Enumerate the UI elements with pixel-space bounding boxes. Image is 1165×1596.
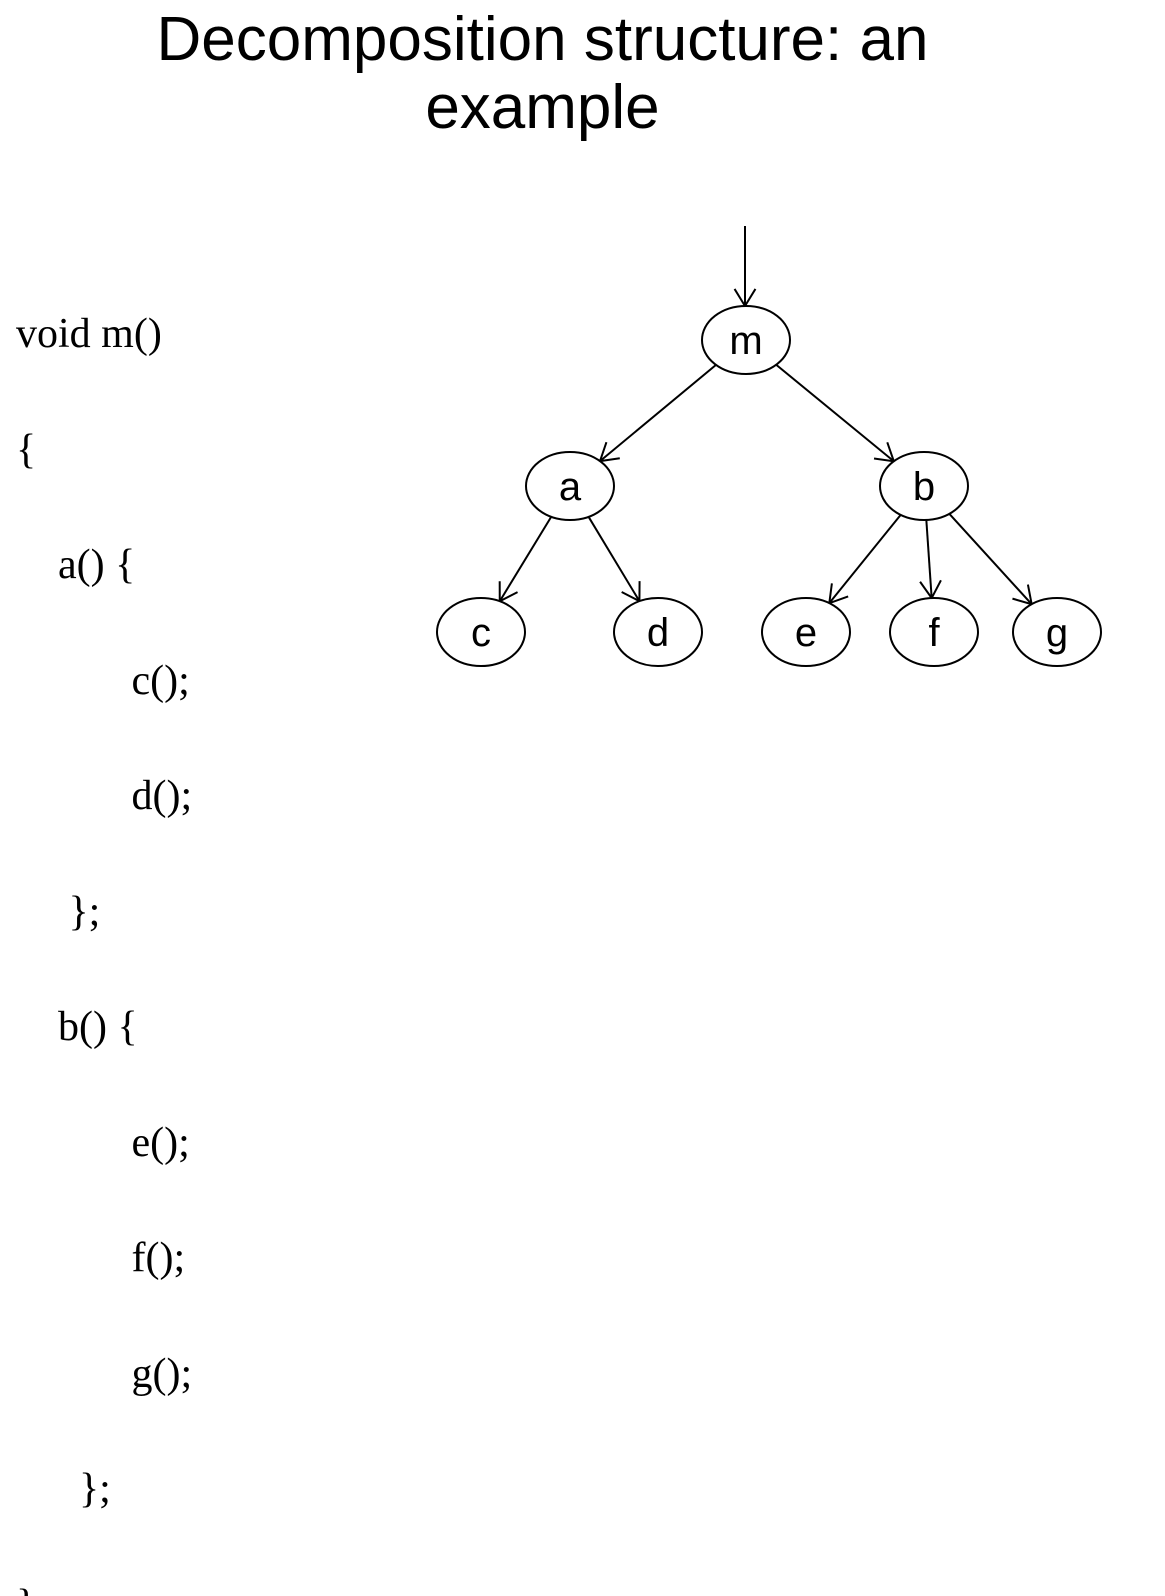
edge-a-d xyxy=(589,517,640,601)
tree-nodes: m a b c d e f g xyxy=(437,306,1101,666)
edge-a-c xyxy=(500,517,552,601)
node-label: f xyxy=(928,611,940,655)
node-label: e xyxy=(795,611,817,655)
node-label: m xyxy=(729,319,762,363)
decomposition-tree-diagram: m a b c d e f g xyxy=(0,0,1165,798)
code-line: } xyxy=(16,1586,192,1596)
code-line: f(); xyxy=(16,1239,192,1278)
edge-b-e xyxy=(829,515,900,603)
code-line: b() { xyxy=(16,1008,192,1047)
edge-b-f xyxy=(920,520,941,598)
node-label: c xyxy=(471,611,491,655)
node-label: d xyxy=(647,611,669,655)
tree-node-e: e xyxy=(762,598,850,666)
code-line: e(); xyxy=(16,1124,192,1163)
tree-edges xyxy=(500,226,1032,604)
node-label: b xyxy=(913,465,935,509)
tree-node-g: g xyxy=(1013,598,1101,666)
tree-node-a: a xyxy=(526,452,614,520)
tree-node-b: b xyxy=(880,452,968,520)
edge-m-a xyxy=(600,365,716,461)
node-label: a xyxy=(559,465,582,509)
code-line: }; xyxy=(16,1470,192,1509)
tree-node-d: d xyxy=(614,598,702,666)
node-label: g xyxy=(1046,611,1068,655)
tree-node-f: f xyxy=(890,598,978,666)
code-line: }; xyxy=(16,893,192,932)
tree-node-m: m xyxy=(702,306,790,374)
edge-m-b xyxy=(776,365,894,462)
entry-arrow xyxy=(735,226,756,306)
edge-b-g xyxy=(949,514,1031,604)
code-line: g(); xyxy=(16,1355,192,1394)
tree-node-c: c xyxy=(437,598,525,666)
